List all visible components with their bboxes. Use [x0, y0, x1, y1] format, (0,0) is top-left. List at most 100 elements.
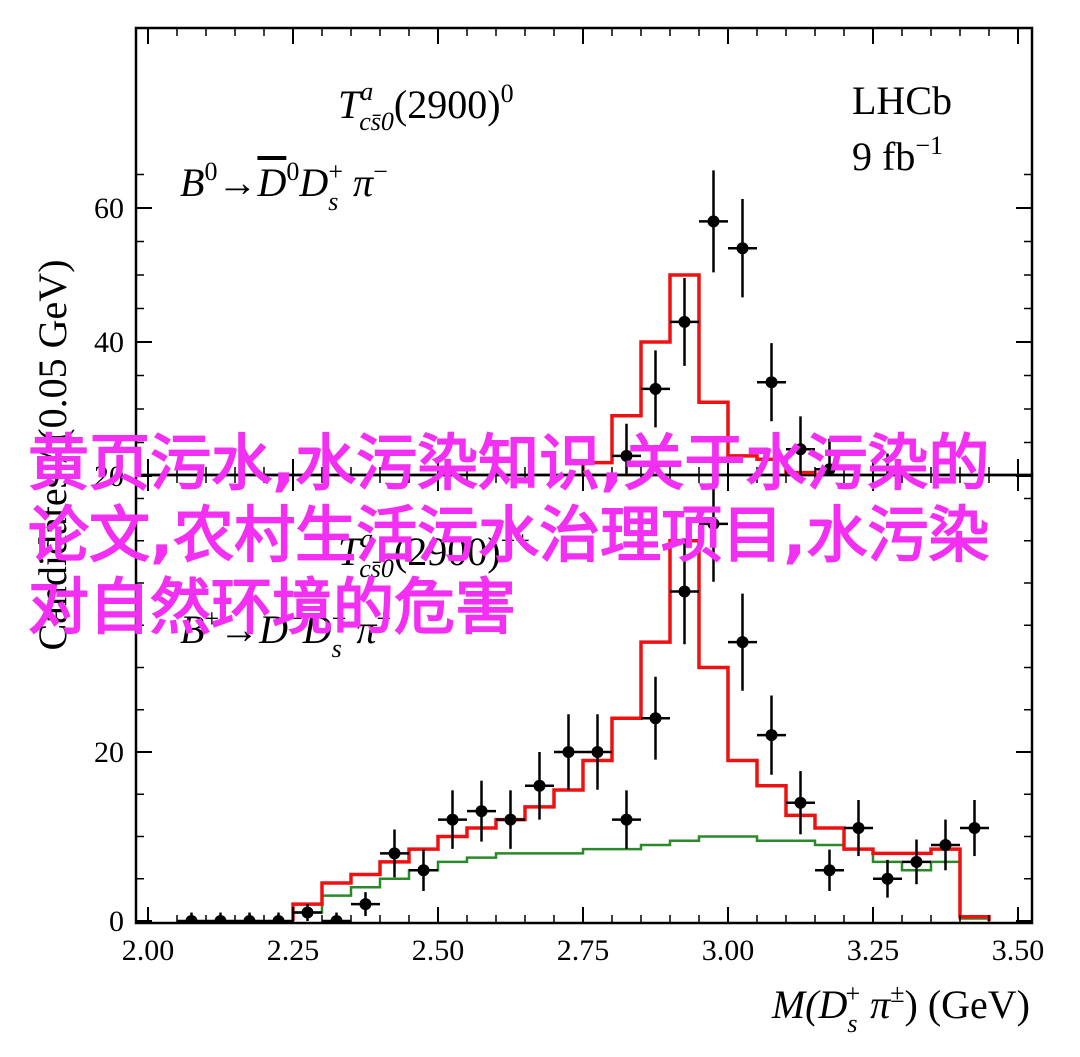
top-data-marker [823, 463, 836, 475]
bottom-data-marker [881, 872, 894, 885]
bottom-data-marker [736, 636, 749, 649]
bottom-data-marker [533, 779, 546, 792]
bottom-data-marker [504, 813, 517, 826]
top-data-marker [765, 376, 778, 389]
bottom-data-marker [852, 822, 865, 835]
bottom-data-marker [417, 864, 430, 877]
xtick-label: 3.25 [847, 934, 900, 967]
top-data-point [670, 277, 699, 366]
x-axis-ticks: 2.00 2.25 2.50 2.75 3.00 3.25 3.50 [122, 934, 1045, 967]
top-ytick-label: 60 [94, 192, 124, 225]
bottom-ytick-label: 20 [94, 736, 124, 769]
bottom-data-marker [765, 729, 778, 742]
bottom-data-point [960, 800, 989, 857]
top-data-point [757, 343, 786, 422]
top-ytick-label: 20 [94, 460, 124, 493]
bottom-data-marker [301, 906, 314, 919]
top-data-point [728, 198, 757, 298]
xtick-label: 2.00 [122, 934, 175, 967]
xtick-label: 3.00 [702, 934, 755, 967]
bottom-data-point [380, 829, 409, 878]
bottom-data-marker [185, 915, 198, 923]
bottom-data-marker [649, 712, 662, 725]
bottom-data-marker [562, 746, 575, 758]
bottom-data-marker [330, 915, 343, 923]
top-data-marker [707, 215, 720, 228]
bottom-data-marker [939, 838, 952, 851]
bottom-data-point [496, 790, 525, 849]
bottom-data-point [583, 714, 612, 790]
xtick-label: 2.75 [557, 934, 610, 967]
bottom-data-point [525, 752, 554, 820]
bottom-data-marker [707, 517, 720, 530]
bottom-data-point [902, 839, 931, 885]
bottom-data-marker [794, 796, 807, 809]
top-data-marker [678, 315, 691, 328]
luminosity-label: 9 fb−1 [852, 131, 943, 179]
top-data-point [641, 350, 670, 428]
bottom-data-marker [910, 855, 923, 868]
top-data-marker [794, 443, 807, 456]
bottom-data-point [206, 912, 235, 923]
bottom-data-point [757, 695, 786, 775]
bottom-data-point [438, 790, 467, 849]
bottom-data-point [670, 538, 699, 645]
bottom-data-point [844, 800, 873, 857]
top-data-point [786, 416, 815, 475]
bottom-data-marker [272, 915, 285, 923]
overlay-caption: 黄页污水,水污染知识,关于水污染的论文,农村生活污水治理项目,水污染对自然环境的… [28, 428, 990, 643]
top-fit-curve [581, 273, 817, 475]
bottom-data-point [177, 912, 206, 923]
bottom-data-marker [475, 805, 488, 818]
bottom-data-point [873, 859, 902, 898]
top-panel: 20 40 60 [94, 28, 1032, 493]
bottom-data-point [815, 849, 844, 891]
bottom-data-point [554, 714, 583, 790]
bottom-data-marker [823, 864, 836, 877]
bottom-data-point [699, 475, 728, 582]
bottom-data-point [322, 912, 351, 923]
bottom-data-point [612, 790, 641, 849]
y-axis-label: Candidates / (0.05 GeV) [30, 259, 75, 650]
bottom-data-point [264, 912, 293, 923]
x-axis-label: M(Ds+ π±) (GeV) [771, 979, 1030, 1038]
bottom-data-point [409, 849, 438, 891]
bottom-data-point [467, 780, 496, 842]
top-data-point [699, 170, 728, 273]
bottom-plot-area [177, 475, 991, 923]
top-plot-area [581, 170, 889, 475]
bottom-data-point [728, 593, 757, 691]
top-data-marker [649, 382, 662, 395]
bottom-data-point [931, 819, 960, 871]
bottom-data-marker [388, 847, 401, 860]
bottom-background-curve [291, 835, 991, 921]
bottom-data-point [786, 771, 815, 835]
top-data-marker [620, 449, 633, 462]
top-data-marker [736, 242, 749, 255]
bottom-data-marker [214, 915, 227, 923]
bottom-state-label: Ta cs̄0(2900)++ [338, 524, 530, 583]
bottom-panel: 0 20 [94, 475, 1032, 938]
top-ytick-label: 40 [94, 326, 124, 359]
top-data-point [815, 438, 844, 475]
top-data-point [612, 423, 641, 475]
bottom-decay-label: B+→D−Ds+ π+ [180, 604, 391, 663]
xtick-label: 3.50 [992, 934, 1045, 967]
top-data-point [886, 453, 889, 475]
bottom-data-point [641, 676, 670, 760]
bottom-data-marker [678, 585, 691, 598]
bottom-data-marker [968, 822, 981, 835]
bottom-data-marker [446, 813, 459, 826]
bottom-data-point [351, 892, 380, 917]
bottom-data-marker [620, 813, 633, 826]
bottom-data-marker [243, 915, 256, 923]
bottom-data-point [293, 904, 322, 921]
xtick-label: 2.25 [267, 934, 320, 967]
bottom-data-point [235, 912, 264, 923]
top-decay-label: B0→D0Ds+ π− [180, 157, 388, 216]
xtick-label: 2.50 [412, 934, 465, 967]
bottom-ytick-label: 0 [109, 905, 124, 938]
bottom-data-marker [359, 898, 372, 911]
top-state-label: Ta cs̄0(2900)0 [338, 77, 514, 136]
